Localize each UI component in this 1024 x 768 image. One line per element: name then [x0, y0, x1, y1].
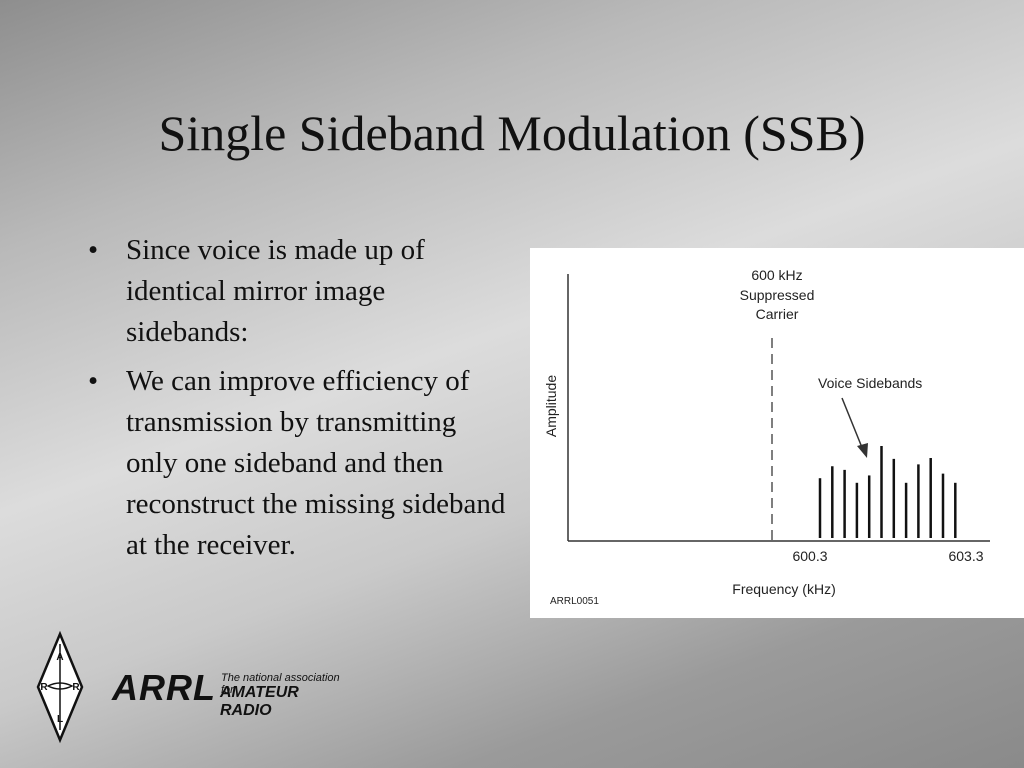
bullet-item: • Since voice is made up of identical mi…: [88, 230, 508, 353]
emblem-letter-a: A: [56, 652, 63, 663]
slide-title: Single Sideband Modulation (SSB): [158, 105, 866, 161]
arrl-tagline-line1: The national association for: [221, 672, 340, 696]
sidebands-arrow-head: [857, 443, 868, 458]
bullet-text: Since voice is made up of identical mirr…: [126, 234, 425, 348]
emblem-letter-l: L: [57, 714, 63, 725]
figure-credit: ARRL0051: [550, 596, 599, 607]
spectrum-diagram: 600 kHz Suppressed Carrier Voice Sideban…: [543, 267, 990, 607]
bullet-text: We can improve efficiency of transmissio…: [126, 365, 506, 561]
bullet-marker: •: [88, 365, 99, 397]
y-axis-label: Amplitude: [543, 375, 559, 437]
bullet-marker: •: [88, 234, 99, 266]
arrl-tagline-line2: AMATEUR RADIO: [220, 684, 299, 719]
arrl-logo: A R R L ARRL The national association fo…: [30, 630, 350, 745]
spectral-lines: [818, 446, 957, 538]
carrier-label-suppressed: Suppressed: [740, 287, 815, 303]
emblem-letter-r2: R: [72, 682, 80, 693]
voice-sidebands-label: Voice Sidebands: [818, 375, 922, 391]
arrl-wordmark: ARRL: [112, 667, 216, 708]
bullet-item: • We can improve efficiency of transmiss…: [88, 361, 508, 566]
sidebands-arrow-shaft: [841, 397, 864, 451]
tick-label-left: 600.3: [792, 548, 827, 564]
ssb-spectrum-figure: 600 kHz Suppressed Carrier Voice Sideban…: [530, 248, 1024, 618]
emblem-letter-r1: R: [40, 682, 48, 693]
tick-label-right: 603.3: [948, 548, 983, 564]
x-axis-label: Frequency (kHz): [732, 581, 835, 597]
arrl-diamond-emblem: A R R L: [36, 630, 84, 744]
carrier-label-freq: 600 kHz: [751, 267, 802, 283]
bullet-list: • Since voice is made up of identical mi…: [88, 230, 508, 574]
carrier-label-carrier: Carrier: [756, 306, 799, 322]
